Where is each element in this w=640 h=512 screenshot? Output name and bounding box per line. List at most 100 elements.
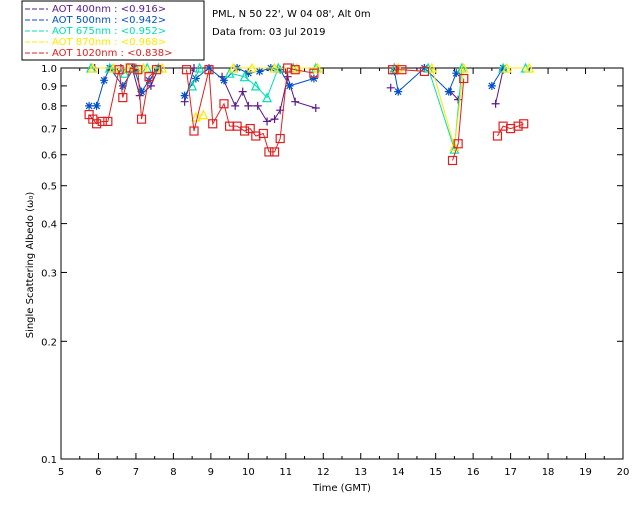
data-point: [276, 65, 285, 74]
chart-title-location: PML, N 50 22', W 04 08', Alt 0m: [212, 9, 371, 20]
x-tick-label: 19: [579, 467, 592, 478]
y-tick-label: 0.4: [41, 220, 57, 231]
series-line: [452, 78, 465, 161]
x-tick-label: 9: [208, 467, 214, 478]
data-point: [255, 67, 264, 76]
data-point: [275, 133, 285, 144]
data-point: [180, 91, 189, 100]
data-point: [269, 62, 280, 73]
data-point: [285, 81, 294, 90]
data-point: [92, 101, 101, 110]
data-point: [232, 121, 242, 131]
data-point: [239, 126, 250, 136]
data-point: [204, 64, 213, 72]
data-point: [231, 101, 240, 110]
legend-entry: AOT 675nm : <0.952>: [52, 26, 166, 37]
series-line: [427, 67, 463, 150]
legend-entry: AOT 1020nm : <0.838>: [52, 48, 172, 59]
data-point: [224, 67, 235, 78]
data-point: [311, 104, 320, 113]
data-point: [133, 65, 143, 75]
data-point: [459, 73, 469, 84]
series-line: [186, 67, 314, 153]
x-tick-label: 17: [504, 467, 517, 478]
y-axis-label: Single Scattering Albedo (ω₀): [25, 192, 36, 339]
data-point: [204, 65, 214, 75]
series-line: [450, 91, 459, 100]
data-point: [245, 123, 255, 134]
data-point: [444, 87, 453, 96]
data-point: [244, 69, 253, 78]
data-point: [219, 99, 229, 109]
x-tick-label: 11: [279, 467, 292, 478]
series-line: [495, 69, 504, 104]
data-point: [269, 147, 280, 157]
data-point: [228, 62, 239, 73]
data-point: [189, 126, 199, 136]
series-layer: [84, 62, 535, 166]
x-tick-label: 16: [467, 467, 480, 478]
data-point: [219, 76, 228, 85]
data-point: [263, 117, 272, 126]
data-point: [453, 139, 463, 149]
x-tick-label: 14: [392, 467, 405, 478]
data-point: [487, 81, 496, 90]
series-line: [392, 69, 425, 72]
chart-title-date: Data from: 03 Jul 2019: [212, 27, 325, 38]
data-point: [187, 80, 198, 91]
y-tick-label: 0.9: [41, 82, 57, 93]
data-point: [97, 116, 107, 127]
data-point: [513, 121, 523, 131]
x-tick-label: 18: [542, 467, 555, 478]
y-tick-label: 0.5: [41, 182, 57, 193]
x-tick-label: 12: [317, 467, 330, 478]
data-point: [191, 74, 200, 83]
data-point: [524, 62, 535, 73]
data-point: [137, 87, 146, 96]
data-point: [270, 115, 279, 124]
data-point: [387, 65, 398, 75]
y-tick-label: 0.6: [41, 151, 57, 162]
x-tick-label: 6: [95, 467, 101, 478]
y-tick-label: 0.1: [41, 455, 57, 466]
data-point: [283, 72, 292, 81]
data-point: [244, 101, 253, 110]
data-point: [87, 62, 98, 73]
data-point: [262, 92, 273, 103]
data-point: [426, 62, 437, 73]
data-point: [309, 74, 318, 83]
data-point: [291, 97, 300, 106]
data-point: [118, 93, 128, 103]
x-axis: 5 6 7 8 9 10 11 12 13 14 15 16 17 18 19 20: [58, 68, 629, 478]
data-point: [449, 141, 460, 152]
x-tick-label: 15: [429, 467, 442, 478]
data-point: [114, 65, 124, 75]
y-tick-label: 0.8: [41, 102, 57, 113]
data-point: [290, 65, 300, 75]
x-tick-label: 13: [354, 467, 367, 478]
data-point: [146, 81, 155, 90]
data-point: [151, 65, 162, 75]
x-axis-label: Time (GMT): [312, 483, 371, 494]
data-point: [309, 68, 319, 78]
data-point: [85, 101, 94, 110]
data-point: [247, 62, 258, 73]
data-point: [103, 116, 113, 127]
data-point: [458, 62, 469, 73]
data-point: [100, 76, 109, 85]
y-tick-label: 1.0: [41, 64, 57, 75]
plot-frame: [60, 67, 624, 460]
data-point: [264, 147, 274, 157]
legend-entry: AOT 870nm : <0.968>: [52, 37, 166, 48]
y-axis: 1.0 0.9 0.8 0.7 0.6 0.5 0.4 0.3 0.2 0.1: [41, 64, 623, 466]
data-point: [238, 87, 247, 96]
data-point: [253, 101, 262, 110]
data-point: [181, 65, 192, 75]
legend-entry: AOT 400nm : <0.916>: [52, 4, 166, 15]
data-point: [198, 109, 209, 120]
x-tick-label: 5: [58, 467, 64, 478]
legend: AOT 400nm : <0.916>AOT 500nm : <0.942>AO…: [21, 0, 205, 61]
data-point: [91, 119, 102, 129]
data-point: [492, 131, 503, 141]
